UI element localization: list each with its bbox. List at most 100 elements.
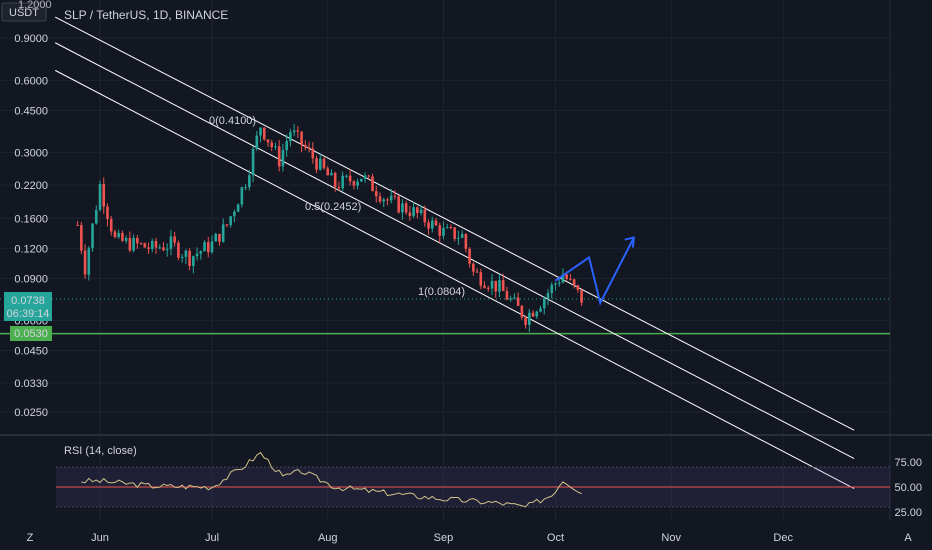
candle-body <box>128 237 132 251</box>
candle-body <box>195 253 199 257</box>
candle-body <box>255 135 259 149</box>
rsi-axis-label: 50.00 <box>894 482 922 494</box>
candle-body <box>262 127 266 140</box>
price-axis-label: 0.1600 <box>14 213 48 225</box>
candle-body <box>300 131 303 145</box>
projection-path <box>554 237 635 306</box>
candle-body <box>244 187 247 189</box>
candle-body <box>337 186 341 189</box>
candle-body <box>371 176 374 192</box>
channel-line-lower <box>54 69 855 490</box>
candle-body <box>345 175 348 177</box>
candle-body <box>352 181 356 186</box>
candle-body <box>513 297 516 299</box>
candle-body <box>468 248 471 264</box>
candle-body <box>445 227 449 229</box>
candle-body <box>374 191 378 197</box>
candle-body <box>87 248 91 275</box>
currency-button[interactable]: USDT <box>9 7 39 19</box>
fib-label: 0(0.4100) <box>209 115 256 127</box>
candle-body <box>98 184 102 211</box>
candle-body <box>218 233 221 242</box>
candle-body <box>121 232 124 241</box>
candle-body <box>333 173 337 187</box>
candle-body <box>449 227 453 229</box>
candle-body <box>356 181 359 186</box>
candle-body <box>330 173 333 176</box>
rsi-title: RSI (14, close) <box>64 445 137 457</box>
candle-body <box>225 224 229 226</box>
candle-body <box>557 282 561 284</box>
candle-body <box>401 203 404 213</box>
candle-body <box>501 280 505 292</box>
candle-body <box>240 187 244 205</box>
candle-body <box>266 139 270 143</box>
candle-body <box>576 285 580 290</box>
candle-body <box>490 280 494 289</box>
candle-body <box>180 256 184 258</box>
time-axis-label: Jun <box>91 532 109 544</box>
support-level-badge <box>10 326 52 341</box>
candle-body <box>404 203 408 213</box>
candle-body <box>569 278 572 280</box>
channel-line-upper <box>54 16 855 431</box>
candle-body <box>251 148 255 176</box>
auto-scale-icon[interactable]: A <box>904 532 912 544</box>
candle-body <box>528 312 531 325</box>
candle-body <box>363 175 367 179</box>
last-price-badge <box>4 292 52 321</box>
candle-body <box>423 209 427 223</box>
candle-body <box>292 130 296 133</box>
candle-body <box>117 232 120 238</box>
candle-body <box>539 308 542 312</box>
candle-body <box>397 196 400 213</box>
price-axis-label: 0.3000 <box>14 148 48 160</box>
candle-body <box>438 225 442 236</box>
price-axis-label: 0.4500 <box>14 105 48 117</box>
candle-body <box>561 274 565 283</box>
time-axis-label: Nov <box>661 532 681 544</box>
candle-body <box>348 175 352 182</box>
candlestick-series <box>76 123 583 333</box>
price-axis-label: 0.0450 <box>14 346 48 358</box>
candle-body <box>136 237 139 244</box>
candle-body <box>520 305 524 318</box>
candle-body <box>524 317 527 325</box>
candle-body <box>139 243 143 245</box>
candle-body <box>162 247 165 251</box>
candle-body <box>315 158 318 170</box>
time-axis-label: Dec <box>773 532 793 544</box>
candle-body <box>416 207 419 214</box>
candle-body <box>565 274 568 279</box>
time-axis-label: Oct <box>547 532 564 544</box>
candle-body <box>509 298 512 300</box>
candle-body <box>210 241 214 253</box>
candle-body <box>367 175 371 177</box>
support-line <box>0 298 890 335</box>
candle-body <box>177 242 180 258</box>
zoom-icon[interactable]: Z <box>27 532 34 544</box>
price-axis[interactable]: 0.9000 0.6000 0.4500 0.3000 0.2200 0.1600 0.12… <box>14 33 48 419</box>
candle-body <box>393 195 397 197</box>
currency-button-bg[interactable] <box>1 2 47 22</box>
candle-body <box>143 243 147 248</box>
candle-body <box>113 231 117 238</box>
candle-body <box>233 211 236 217</box>
candle-body <box>281 150 285 167</box>
candle-body <box>453 227 456 239</box>
candle-body <box>173 236 176 243</box>
time-axis[interactable]: Jun Jul Aug Sep Oct Nov Dec <box>91 532 793 544</box>
candle-body <box>360 178 363 182</box>
candle-body <box>554 283 557 285</box>
candle-body <box>150 240 154 249</box>
price-axis-label: 0.6000 <box>14 75 48 87</box>
candle-body <box>192 256 195 266</box>
candle-body <box>124 237 128 241</box>
candle-body <box>229 216 232 226</box>
price-axis-label: 0.2200 <box>14 180 48 192</box>
candle-body <box>479 272 483 286</box>
candle-body <box>91 223 94 249</box>
fib-label: 1(0.0804) <box>418 286 465 298</box>
candle-body <box>580 289 583 303</box>
